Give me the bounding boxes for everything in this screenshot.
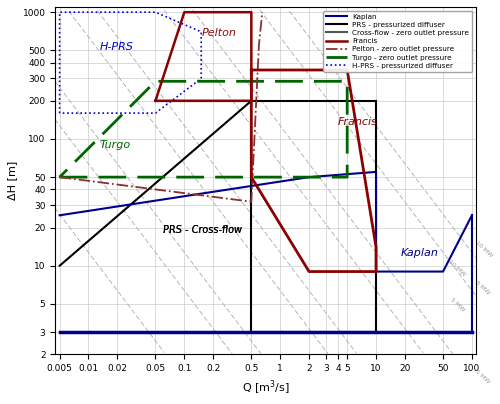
- Text: PRS - Cross-flow: PRS - Cross-flow: [163, 225, 242, 236]
- Y-axis label: ΔH [m]: ΔH [m]: [7, 161, 17, 200]
- Text: Turgo: Turgo: [100, 140, 130, 150]
- Text: 1 MW: 1 MW: [474, 368, 490, 384]
- Text: H-PRS: H-PRS: [100, 42, 134, 53]
- X-axis label: Q [m$^3$/s]: Q [m$^3$/s]: [242, 379, 290, 397]
- Text: PRS - Cross-flow: PRS - Cross-flow: [163, 225, 242, 236]
- Text: 5 MW: 5 MW: [449, 297, 465, 313]
- Text: Francis: Francis: [338, 116, 378, 126]
- Text: 10 MW: 10 MW: [448, 259, 466, 277]
- Text: Kaplan: Kaplan: [400, 248, 438, 258]
- Text: 10 MW: 10 MW: [474, 240, 493, 259]
- Text: 5 MW: 5 MW: [474, 280, 490, 295]
- Text: Pelton: Pelton: [201, 28, 236, 38]
- Legend: Kaplan, PRS - pressurized diffuser, Cross-flow - zero outlet pressure, Francis, : Kaplan, PRS - pressurized diffuser, Cros…: [324, 11, 472, 72]
